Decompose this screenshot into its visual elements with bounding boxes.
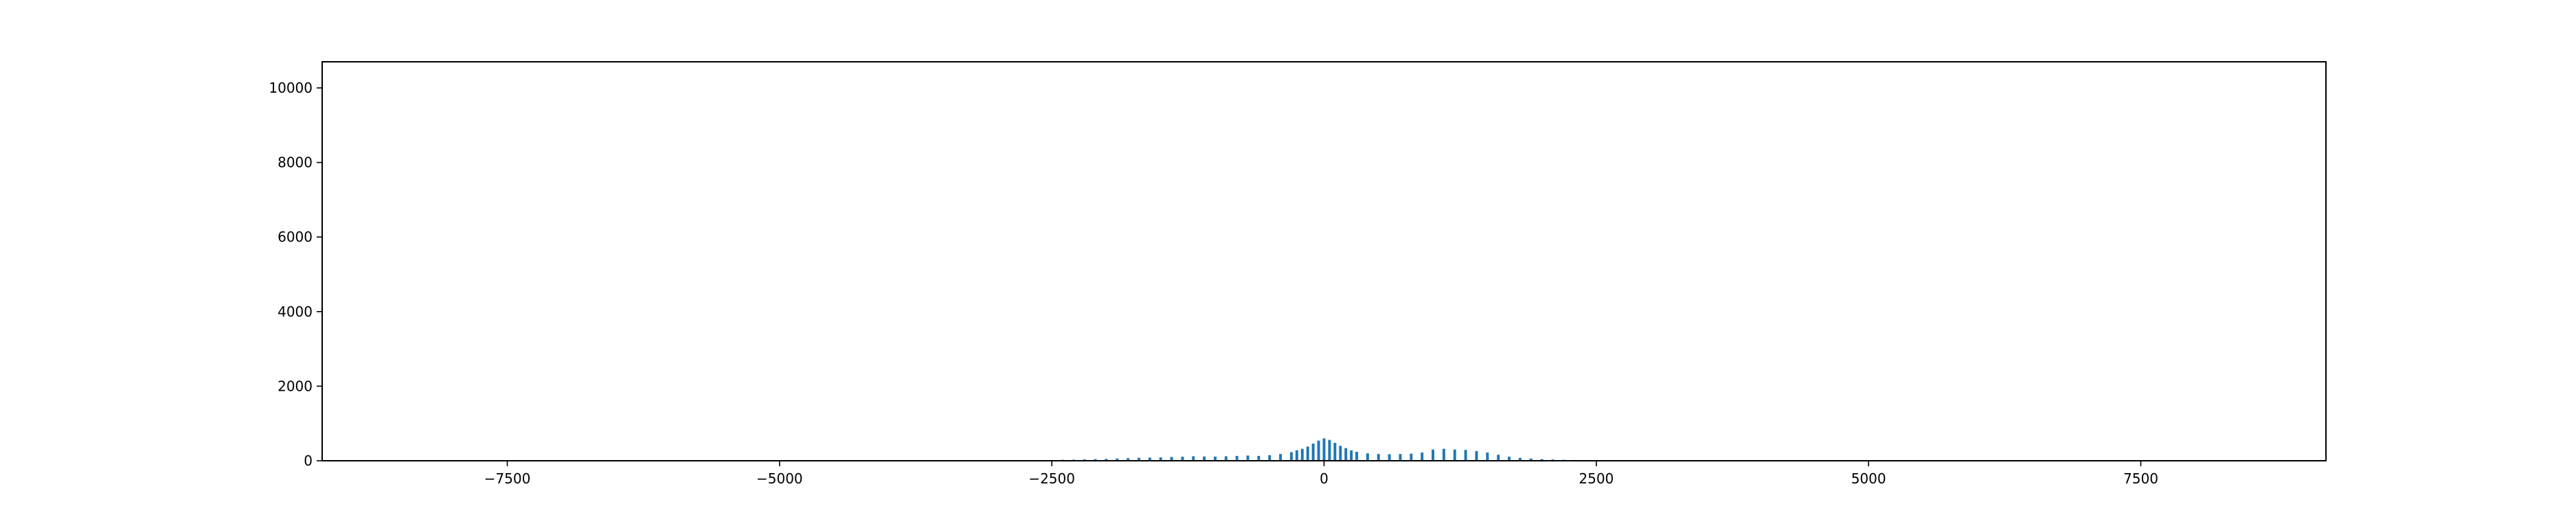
histogram-bar — [1213, 457, 1217, 461]
histogram-bar — [1094, 459, 1097, 461]
y-tick-label: 0 — [304, 453, 313, 469]
x-axis: −7500 −5000 −2500 0 2500 5000 7500 — [484, 461, 2158, 487]
histogram-bar — [1306, 446, 1309, 461]
histogram-bar — [1279, 454, 1283, 461]
histogram-bar — [1127, 458, 1130, 461]
histogram-bar — [1159, 457, 1162, 461]
histogram-bar — [1497, 455, 1500, 461]
x-tick-label: −5000 — [756, 470, 803, 487]
histogram-bar — [1475, 450, 1478, 461]
histogram-bar — [1295, 450, 1298, 461]
histogram-bar — [1083, 459, 1086, 461]
plot-frame — [321, 61, 2327, 461]
histogram-bar — [1399, 454, 1402, 461]
y-tick-label: 8000 — [278, 154, 313, 171]
x-tick-label: 2500 — [1579, 470, 1614, 487]
histogram-bar — [1464, 450, 1467, 461]
histogram-bar — [1300, 448, 1304, 461]
histogram-bar — [1268, 455, 1272, 461]
histogram-bar — [1148, 457, 1151, 461]
histogram-bar — [1322, 438, 1326, 461]
histogram-bar — [1235, 455, 1239, 461]
histogram-bar — [1442, 448, 1445, 461]
histogram-bar — [1486, 453, 1489, 461]
histogram-bar — [1432, 449, 1435, 461]
histogram-bar — [1355, 451, 1359, 461]
histogram-bar — [1257, 455, 1261, 461]
x-tick-label: 5000 — [1851, 470, 1886, 487]
histogram-bar — [1350, 450, 1353, 461]
histogram-bar — [1366, 453, 1369, 461]
histogram-bar — [1388, 454, 1391, 461]
histogram-bar — [1339, 446, 1342, 461]
histogram-bar — [1518, 457, 1522, 461]
histogram-bar — [1170, 457, 1173, 461]
y-tick-label: 2000 — [278, 378, 313, 394]
histogram-bar — [1311, 444, 1315, 461]
x-tick-label: −2500 — [1028, 470, 1075, 487]
histogram-bar — [1289, 452, 1293, 461]
histogram-bar — [1317, 440, 1320, 461]
y-tick-label: 4000 — [278, 304, 313, 320]
histogram-bar — [1453, 449, 1456, 461]
histogram-bar — [1333, 442, 1337, 461]
histogram-bar — [1344, 448, 1348, 461]
histogram-bar — [1377, 454, 1380, 461]
y-tick-label: 10000 — [269, 80, 313, 96]
y-tick-label: 6000 — [278, 229, 313, 245]
histogram-bar — [1116, 458, 1119, 461]
histogram-bar — [1540, 459, 1544, 461]
histogram-bar — [1328, 439, 1331, 461]
y-axis: 0 2000 4000 6000 8000 10000 — [269, 80, 322, 469]
histogram-bar — [1529, 458, 1533, 461]
x-tick-label: 0 — [1320, 470, 1329, 487]
histogram-bar — [1138, 457, 1140, 461]
x-tick-label: −7500 — [484, 470, 531, 487]
histogram-bar — [1181, 457, 1184, 461]
histogram-bar — [1192, 456, 1195, 461]
histogram-bar — [1224, 456, 1228, 461]
histogram-bars — [1039, 438, 1598, 461]
histogram-bar — [1421, 453, 1424, 461]
histogram-bar — [1410, 453, 1413, 461]
histogram-bar — [1508, 457, 1511, 461]
histogram-bar — [1105, 459, 1108, 461]
x-tick-label: 7500 — [2123, 470, 2158, 487]
histogram-bar — [1203, 456, 1206, 461]
histogram-bar — [1246, 455, 1250, 461]
